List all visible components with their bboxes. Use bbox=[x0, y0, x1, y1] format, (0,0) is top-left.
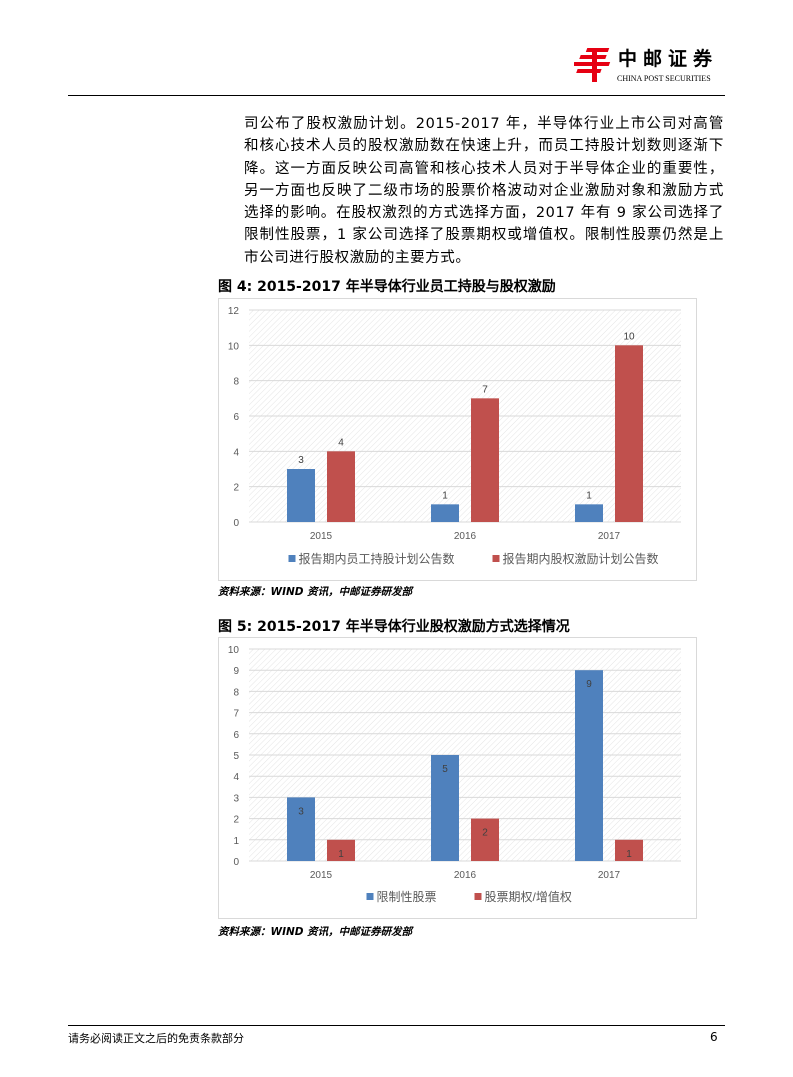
data-label: 5 bbox=[442, 764, 448, 775]
y-tick-label: 10 bbox=[228, 341, 240, 352]
y-tick-label: 0 bbox=[233, 518, 239, 529]
page-number: 6 bbox=[710, 1030, 718, 1044]
y-tick-label: 6 bbox=[233, 730, 239, 741]
legend-label: 报告期内股权激励计划公告数 bbox=[503, 551, 659, 566]
figure-4-chart: 0 2 4 6 8 10 12 2015 3 4 2016 1 7 2017 1 10 报告期内员工持股计划公告… bbox=[218, 298, 697, 581]
figure-5-chart: 0 1 2 3 4 5 6 7 8 9 10 2015 3 1 2016 5 2 2017 9 1 限制性股票 股票期权/… bbox=[218, 637, 697, 919]
bar-1 bbox=[287, 797, 315, 861]
footer-disclaimer: 请务必阅读正文之后的免责条款部分 bbox=[68, 1032, 244, 1045]
bar-1 bbox=[431, 755, 459, 861]
y-tick-label: 4 bbox=[233, 447, 239, 458]
legend-label: 股票期权/增值权 bbox=[485, 889, 572, 904]
bar-1 bbox=[431, 504, 459, 522]
data-label: 1 bbox=[586, 490, 592, 501]
x-tick-label: 2017 bbox=[598, 870, 621, 881]
china-post-logo bbox=[572, 46, 724, 86]
legend-label: 报告期内员工持股计划公告数 bbox=[299, 551, 455, 566]
data-label: 4 bbox=[338, 437, 344, 448]
data-label: 1 bbox=[626, 849, 632, 860]
y-tick-label: 10 bbox=[228, 645, 240, 656]
legend-swatch bbox=[366, 893, 374, 900]
y-tick-label: 6 bbox=[233, 412, 239, 423]
data-label: 1 bbox=[442, 490, 448, 501]
x-tick-label: 2016 bbox=[454, 531, 477, 542]
data-label: 2 bbox=[482, 828, 488, 839]
y-tick-label: 1 bbox=[233, 836, 239, 847]
x-tick-label: 2017 bbox=[598, 531, 621, 542]
y-tick-label: 3 bbox=[233, 793, 239, 804]
data-label: 1 bbox=[338, 849, 344, 860]
data-label: 9 bbox=[586, 679, 592, 690]
bar-1 bbox=[287, 469, 315, 522]
y-tick-label: 7 bbox=[233, 709, 239, 720]
footer-divider bbox=[68, 1025, 725, 1026]
x-tick-label: 2015 bbox=[310, 870, 333, 881]
header-divider bbox=[68, 95, 725, 96]
bar-2 bbox=[327, 839, 355, 861]
bar-2 bbox=[327, 451, 355, 522]
y-tick-label: 0 bbox=[233, 857, 239, 868]
bar-2 bbox=[615, 345, 643, 522]
y-tick-label: 8 bbox=[233, 377, 239, 388]
legend-label: 限制性股票 bbox=[377, 890, 437, 904]
legend-swatch bbox=[492, 555, 500, 562]
data-label: 3 bbox=[298, 806, 304, 817]
legend-swatch bbox=[288, 555, 296, 562]
y-tick-label: 5 bbox=[233, 751, 239, 762]
x-tick-label: 2015 bbox=[310, 531, 333, 542]
figure-5-title: 图 5: 2015-2017 年半导体行业股权激励方式选择情况 bbox=[218, 619, 570, 635]
bar-1 bbox=[575, 504, 603, 522]
bar-2 bbox=[471, 818, 499, 861]
data-label: 10 bbox=[623, 331, 635, 342]
brand-name-en: CHINA POST SECURITIES bbox=[617, 74, 711, 83]
figure-5-source: 资料来源：WIND 资讯，中邮证券研发部 bbox=[218, 926, 413, 938]
figure-4-title: 图 4: 2015-2017 年半导体行业员工持股与股权激励 bbox=[218, 279, 556, 295]
data-label: 7 bbox=[482, 384, 488, 395]
figure-4-source: 资料来源：WIND 资讯，中邮证券研发部 bbox=[218, 586, 413, 598]
y-tick-label: 2 bbox=[233, 483, 239, 494]
bar-1 bbox=[575, 670, 603, 861]
brand-name-cn: 中邮证券 bbox=[618, 48, 719, 70]
body-paragraph: 司公布了股权激励计划。2015-2017 年，半导体行业上市公司对高管和核心技术… bbox=[244, 116, 724, 266]
bar-2 bbox=[471, 398, 499, 522]
y-tick-label: 2 bbox=[233, 815, 239, 826]
y-tick-label: 9 bbox=[233, 666, 239, 677]
y-tick-label: 12 bbox=[228, 306, 240, 317]
y-tick-label: 4 bbox=[233, 772, 239, 783]
bar-2 bbox=[615, 839, 643, 861]
y-tick-label: 8 bbox=[233, 687, 239, 698]
x-tick-label: 2016 bbox=[454, 870, 477, 881]
legend-swatch bbox=[474, 893, 482, 900]
logo-mark-icon bbox=[572, 48, 611, 82]
data-label: 3 bbox=[298, 455, 304, 466]
